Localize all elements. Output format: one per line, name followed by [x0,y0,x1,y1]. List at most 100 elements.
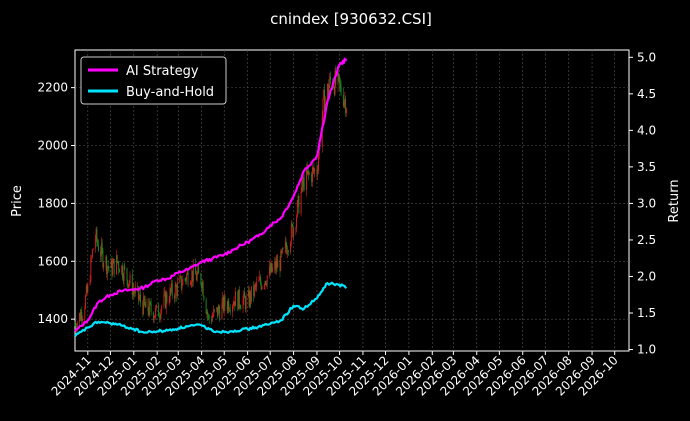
candle-body [106,256,108,274]
y-left-tick-label: 1400 [37,312,68,326]
candle-body [202,282,204,297]
candle-body [226,306,228,310]
candle-body [87,284,89,293]
candle-body [264,281,266,286]
candle-body [334,70,336,95]
candle-body [94,239,96,249]
candle-body [144,303,146,308]
candle-body [269,266,271,273]
candle-body [148,311,150,316]
candle-body [170,288,172,292]
candle-body [287,250,289,254]
candle-body [314,169,316,172]
candle-body [228,300,230,311]
candle-body [291,223,293,225]
candle-body [169,288,171,302]
candle-body [239,305,241,308]
legend: AI Strategy Buy-and-Hold [80,56,227,105]
candle-body [302,180,304,187]
y-left-tick-label: 1600 [37,254,68,268]
candle-body [305,168,307,190]
candle-body [185,278,187,282]
candle-body [100,251,102,257]
candle-body [186,274,188,282]
candle-body [345,98,347,113]
candle-body [177,282,178,297]
candle-body [113,259,115,275]
candle-body [147,298,149,312]
candle-body [280,250,282,271]
candle-body [174,284,176,299]
candle-body [333,87,335,95]
candle-body [240,307,242,309]
candle-body [158,304,160,317]
y-right-tick-label: 4.5 [637,87,656,101]
candle-body [155,307,157,316]
candle-body [168,301,170,303]
candle-body [108,266,110,268]
candle-body [272,267,273,272]
series-lines [74,57,348,338]
candle-body [74,324,76,326]
candle-body [235,291,236,307]
y-axis-right: 1.0 1.5 2.0 2.5 3.0 3.5 4.0 4.5 5.0 [629,50,656,357]
candle-body [301,180,303,192]
candle-body [192,264,194,282]
candle-body [217,306,219,317]
plot-area [74,49,630,352]
candle-body [201,283,203,289]
candle-body [295,227,297,229]
candle-body [281,248,283,254]
candle-body [234,301,236,307]
candle-body [256,281,258,287]
candle-body [180,276,181,278]
candle-body [222,296,224,303]
candle-body [274,261,276,268]
candle-body [101,243,103,251]
candle-body [154,315,156,318]
candle-body [229,310,230,312]
candle-body [122,277,124,282]
candle-body [105,256,107,265]
candle-body [248,290,250,307]
candle-body [245,296,247,309]
candle-body [150,303,152,313]
candle-body [298,195,300,214]
candle-body [86,285,88,293]
candle-body [282,248,284,249]
candle-body [232,305,234,306]
candle-body [111,260,113,276]
candle-body [195,274,197,281]
candle-body [275,261,276,271]
y-right-tick-label: 5.0 [637,50,656,64]
candle-body [238,289,240,306]
candle-body [345,108,347,113]
candle-body [85,285,87,296]
candle-body [296,201,298,217]
candle-body [323,90,325,99]
candle-body [312,167,314,169]
candle-body [221,302,223,320]
candle-body [333,87,334,89]
candle-body [116,255,117,275]
candle-body [338,73,340,77]
candle-body [118,262,120,270]
candle-body [281,250,282,254]
candle-body [164,291,166,309]
candle-body [223,296,225,312]
candle-body [140,294,142,303]
candle-body [213,309,215,316]
candle-body [296,216,298,228]
candle-body [107,265,109,267]
candle-body [91,257,93,259]
candle-body [155,304,157,308]
candle-body [211,317,213,322]
candle-body [307,170,309,174]
candle-body [238,289,240,310]
candle-body [181,285,183,289]
candle-body [249,291,251,307]
candle-body [112,259,114,264]
candle-body [324,98,326,113]
candle-body [137,286,139,288]
candle-body [254,285,256,286]
